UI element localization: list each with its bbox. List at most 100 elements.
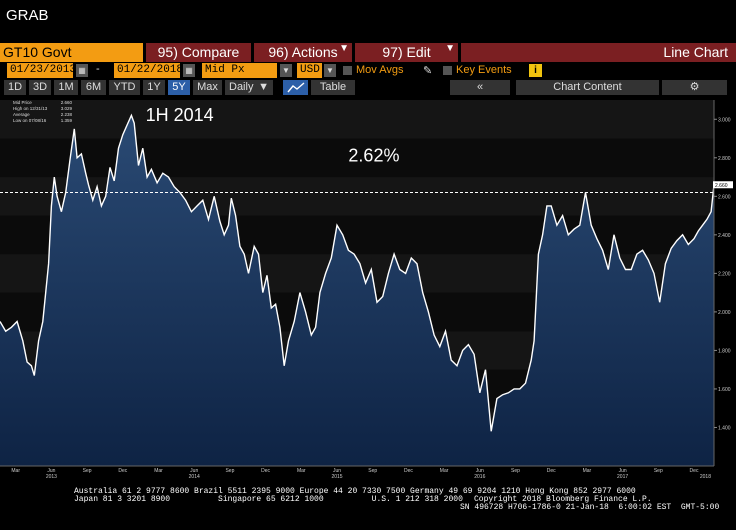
period-select[interactable]: Daily ▼ xyxy=(225,80,273,95)
mov-avgs-checkbox[interactable] xyxy=(343,66,352,75)
x-axis: Mar Jun Sep Dec Mar Jun Sep Dec Mar Jun Sep Dec Mar J… xyxy=(0,465,714,480)
footer-line-3: SN 496728 H706-1786-0 21-Jan-18 6:00:02 … xyxy=(460,503,720,512)
x-tick-label: Mar xyxy=(440,468,449,474)
legend-value: 3.029 xyxy=(61,106,73,111)
parameter-bar: 01/23/2013 ▦ - 01/22/2018 ▦ Mid Px ▼ USD… xyxy=(0,62,736,79)
range-6m[interactable]: 6M xyxy=(81,80,106,95)
mov-avgs-label[interactable]: Mov Avgs xyxy=(356,64,404,76)
chevron-down-icon: ▼ xyxy=(258,81,269,93)
y-tick-label: 2.000 xyxy=(718,310,731,316)
x-tick-label: Jun xyxy=(476,468,484,474)
price-line xyxy=(0,113,715,432)
range-3d[interactable]: 3D xyxy=(29,80,51,95)
footer-line-2-left: Japan 81 3 3201 8900 Singapore 65 6212 1… xyxy=(74,495,463,504)
x-tick-label: Jun xyxy=(190,468,198,474)
legend-value: 1.359 xyxy=(61,118,73,123)
ticker-field[interactable]: GT10 Govt xyxy=(0,43,143,62)
chevron-down-icon[interactable]: ▼ xyxy=(324,64,336,77)
currency-select[interactable]: USD xyxy=(297,63,322,78)
y-tick-label: 1.400 xyxy=(718,425,731,431)
x-tick-label: Sep xyxy=(368,468,377,474)
annotation-text: 2.62% xyxy=(348,146,399,166)
range-1d[interactable]: 1D xyxy=(4,80,26,95)
actions-button-label: Actions xyxy=(291,44,338,60)
key-events-label[interactable]: Key Events xyxy=(456,64,512,76)
x-tick-label: Sep xyxy=(511,468,520,474)
calendar-icon[interactable]: ▦ xyxy=(183,64,195,77)
x-tick-label: Dec xyxy=(261,468,270,474)
actions-button[interactable]: 96) Actions ▼ xyxy=(254,43,352,62)
y-tick-label: 2.600 xyxy=(718,194,731,200)
x-tick-label: Dec xyxy=(547,468,556,474)
chart-type-label[interactable]: Line Chart xyxy=(461,43,736,62)
last-value-text: 2.660 xyxy=(715,183,728,189)
pencil-icon[interactable]: ✎ xyxy=(423,65,433,77)
legend-label: Average xyxy=(13,112,30,117)
range-ytd[interactable]: YTD xyxy=(109,80,140,95)
footer-line-2-right: Copyright 2018 Bloomberg Finance L.P. xyxy=(474,495,652,504)
legend-value: 2.660 xyxy=(61,100,73,105)
x-tick-label: Dec xyxy=(404,468,413,474)
period-label: Daily xyxy=(229,81,254,93)
actions-button-number: 96) xyxy=(268,44,289,60)
y-tick-label: 2.400 xyxy=(718,233,731,239)
table-button[interactable]: Table xyxy=(311,80,355,95)
y-tick-label: 2.200 xyxy=(718,271,731,277)
last-value-box xyxy=(713,181,733,189)
chart-content-button[interactable]: Chart Content xyxy=(516,80,659,95)
x-tick-label: Dec xyxy=(690,468,699,474)
end-date-field[interactable]: 01/22/2018 xyxy=(114,63,183,78)
gear-icon[interactable]: ⚙ xyxy=(662,80,727,95)
range-bar: 1D 3D 1M 6M YTD 1Y 5Y Max Daily ▼ Table … xyxy=(0,79,736,96)
y-tick-label: 2.800 xyxy=(718,156,731,162)
x-tick-label: Mar xyxy=(583,468,592,474)
x-year-label: 2015 xyxy=(331,474,342,480)
price-area xyxy=(0,115,714,467)
date-range-dash: - xyxy=(96,63,100,75)
chevron-down-icon[interactable]: ▼ xyxy=(280,64,292,77)
command-bar: GT10 Govt 95) Compare 96) Actions ▼ 97) … xyxy=(0,43,736,62)
footer: Australia 61 2 9777 8600 Brazil 5511 239… xyxy=(0,486,736,530)
x-year-label: 2017 xyxy=(617,474,628,480)
line-chart-icon[interactable] xyxy=(283,80,308,95)
range-1m[interactable]: 1M xyxy=(54,80,78,95)
key-events-checkbox[interactable] xyxy=(443,66,452,75)
x-tick-label: Jun xyxy=(47,468,55,474)
line-chart[interactable]: 1.400 1.600 1.800 2.000 2.200 2.400 2.600 2.800… xyxy=(0,96,736,486)
x-year-label: 2013 xyxy=(46,474,57,480)
edit-caret-icon: ▼ xyxy=(445,43,455,54)
window-title: GRAB xyxy=(6,7,49,24)
y-band xyxy=(0,100,714,139)
info-icon[interactable]: i xyxy=(529,64,542,77)
x-tick-label: Jun xyxy=(333,468,341,474)
x-tick-label: Sep xyxy=(654,468,663,474)
y-tick-label: 1.800 xyxy=(718,348,731,354)
y-axis: 1.400 1.600 1.800 2.000 2.200 2.400 2.600 2.800… xyxy=(713,100,731,466)
edit-button-number: 97) xyxy=(382,44,403,60)
start-date-field[interactable]: 01/23/2013 xyxy=(7,63,76,78)
range-max[interactable]: Max xyxy=(193,80,222,95)
edit-button[interactable]: 97) Edit ▼ xyxy=(355,43,458,62)
x-tick-label: Mar xyxy=(297,468,306,474)
range-1y[interactable]: 1Y xyxy=(143,80,165,95)
last-value-tag: 2.660 xyxy=(713,181,733,189)
actions-caret-icon: ▼ xyxy=(339,43,349,54)
annotation-text: 1H 2014 xyxy=(146,105,214,125)
legend-value: 2.238 xyxy=(61,112,73,117)
x-tick-label: Mar xyxy=(154,468,163,474)
legend-label: Low on 07/08/16 xyxy=(13,118,47,123)
collapse-icon[interactable]: « xyxy=(450,80,510,95)
x-year-label: 2018 xyxy=(700,474,711,480)
y-tick-label: 1.600 xyxy=(718,387,731,393)
x-tick-label: Mar xyxy=(11,468,20,474)
range-5y[interactable]: 5Y xyxy=(168,80,190,95)
chart-legend: Mid Price 2.660 High on 12/31/13 3.029 Avera… xyxy=(13,100,72,123)
price-field-select[interactable]: Mid Px xyxy=(202,63,277,78)
calendar-icon[interactable]: ▦ xyxy=(76,64,88,77)
window-title-bar: GRAB xyxy=(0,0,736,40)
line-chart-glyph xyxy=(286,82,304,93)
compare-button[interactable]: 95) Compare xyxy=(146,43,251,62)
x-tick-label: Dec xyxy=(118,468,127,474)
x-year-label: 2014 xyxy=(189,474,200,480)
chart-annotations: 1H 2014 2.62% xyxy=(146,105,400,165)
